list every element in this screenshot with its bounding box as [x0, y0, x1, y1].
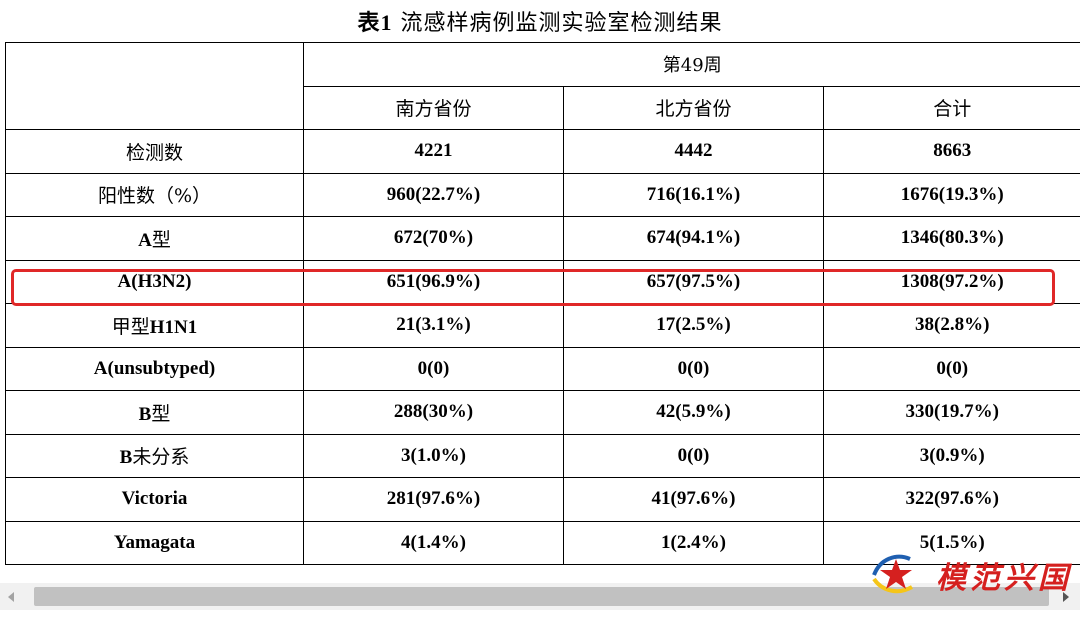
table-row-highlighted: A(H3N2) 651(96.9%) 657(97.5%) 1308(97.2%… [5, 259, 1080, 304]
corner-cell [5, 42, 304, 130]
row-label: A型 [5, 216, 304, 261]
results-table: 第49周 南方省份 北方省份 合计 检测数 4221 4442 8663 阳性数… [5, 42, 1080, 565]
cell-north: 42(5.9%) [563, 390, 824, 435]
row-label-latin: H1N1 [149, 316, 198, 338]
row-label: B型 [5, 390, 304, 435]
row-label-latin: B [138, 403, 152, 425]
table-row: Yamagata 4(1.4%) 1(2.4%) 5(1.5%) [5, 520, 1080, 565]
column-header-total: 合计 [822, 85, 1080, 130]
row-label-cn: 甲型 [111, 315, 150, 338]
table-row: B未分系 3(1.0%) 0(0) 3(0.9%) [5, 433, 1080, 478]
cell-south: 960(22.7%) [303, 172, 564, 217]
table-number: 表1 [357, 10, 393, 35]
week-header: 第49周 [302, 42, 1080, 87]
cell-south: 4221 [303, 129, 564, 174]
cell-total: 1676(19.3%) [822, 172, 1080, 217]
watermark: 模范兴国 [872, 545, 1072, 603]
cell-north: 657(97.5%) [563, 259, 824, 304]
cell-north: 41(97.6%) [563, 477, 824, 522]
header-row-week: 第49周 [5, 42, 1080, 130]
cell-south: 281(97.6%) [303, 477, 564, 522]
cell-total: 322(97.6%) [822, 477, 1080, 522]
table-row: A(unsubtyped) 0(0) 0(0) 0(0) [5, 346, 1080, 391]
week-label: 第49周 [662, 55, 722, 77]
table-row: Victoria 281(97.6%) 41(97.6%) 322(97.6%) [5, 477, 1080, 522]
cell-total: 0(0) [822, 346, 1080, 391]
cell-north: 17(2.5%) [563, 303, 824, 348]
table-title: 表1 流感样病例监测实验室检测结果 [0, 6, 1080, 40]
row-label-latin: B [119, 447, 133, 469]
row-label: Yamagata [5, 520, 304, 565]
table-row: 甲型H1N1 21(3.1%) 17(2.5%) 38(2.8%) [5, 303, 1080, 348]
cell-south: 3(1.0%) [303, 433, 564, 478]
cell-total: 5(1.5%) [822, 520, 1080, 565]
row-label-cn: 型 [151, 402, 171, 425]
cell-total: 1346(80.3%) [822, 216, 1080, 261]
row-label: 检测数 [5, 129, 304, 174]
cell-north: 1(2.4%) [563, 520, 824, 565]
row-label: A(unsubtyped) [5, 346, 304, 391]
cell-total: 38(2.8%) [822, 303, 1080, 348]
cell-total: 3(0.9%) [822, 433, 1080, 478]
row-label-latin: A [138, 229, 152, 251]
cell-south: 0(0) [303, 346, 564, 391]
cell-north: 4442 [563, 129, 824, 174]
star-wave-logo-icon [872, 554, 913, 594]
table-title-text: 流感样病例监测实验室检测结果 [400, 11, 723, 36]
row-label: 甲型H1N1 [5, 303, 304, 348]
cell-total: 8663 [822, 129, 1080, 174]
watermark-text: 模范兴国 [936, 561, 1072, 596]
column-header-north: 北方省份 [563, 85, 824, 130]
row-label: A(H3N2) [5, 259, 304, 304]
cell-total: 330(19.7%) [822, 390, 1080, 435]
cell-south: 21(3.1%) [303, 303, 564, 348]
row-label: 阳性数（%） [5, 172, 304, 217]
cell-north: 716(16.1%) [563, 172, 824, 217]
scroll-left-arrow-icon[interactable] [8, 592, 14, 602]
cell-south: 288(30%) [303, 390, 564, 435]
cell-north: 0(0) [563, 346, 824, 391]
cell-north: 0(0) [563, 433, 824, 478]
table-row: 阳性数（%） 960(22.7%) 716(16.1%) 1676(19.3%) [5, 172, 1080, 217]
table-row: B型 288(30%) 42(5.9%) 330(19.7%) [5, 390, 1080, 435]
table-row: A型 672(70%) 674(94.1%) 1346(80.3%) [5, 216, 1080, 261]
scroll-thumb[interactable] [34, 587, 1049, 606]
row-label-cn: 型 [151, 228, 171, 251]
cell-south: 651(96.9%) [303, 259, 564, 304]
row-label-cn: 未分系 [132, 446, 190, 469]
horizontal-scrollbar[interactable] [0, 583, 1080, 610]
cell-total: 1308(97.2%) [822, 259, 1080, 304]
row-label: B未分系 [5, 433, 304, 478]
row-label: Victoria [5, 477, 304, 522]
scroll-right-arrow-icon[interactable] [1063, 592, 1069, 602]
table-row: 检测数 4221 4442 8663 [5, 129, 1080, 174]
cell-south: 672(70%) [303, 216, 564, 261]
cell-south: 4(1.4%) [303, 520, 564, 565]
column-header-south: 南方省份 [303, 85, 564, 130]
cell-north: 674(94.1%) [563, 216, 824, 261]
